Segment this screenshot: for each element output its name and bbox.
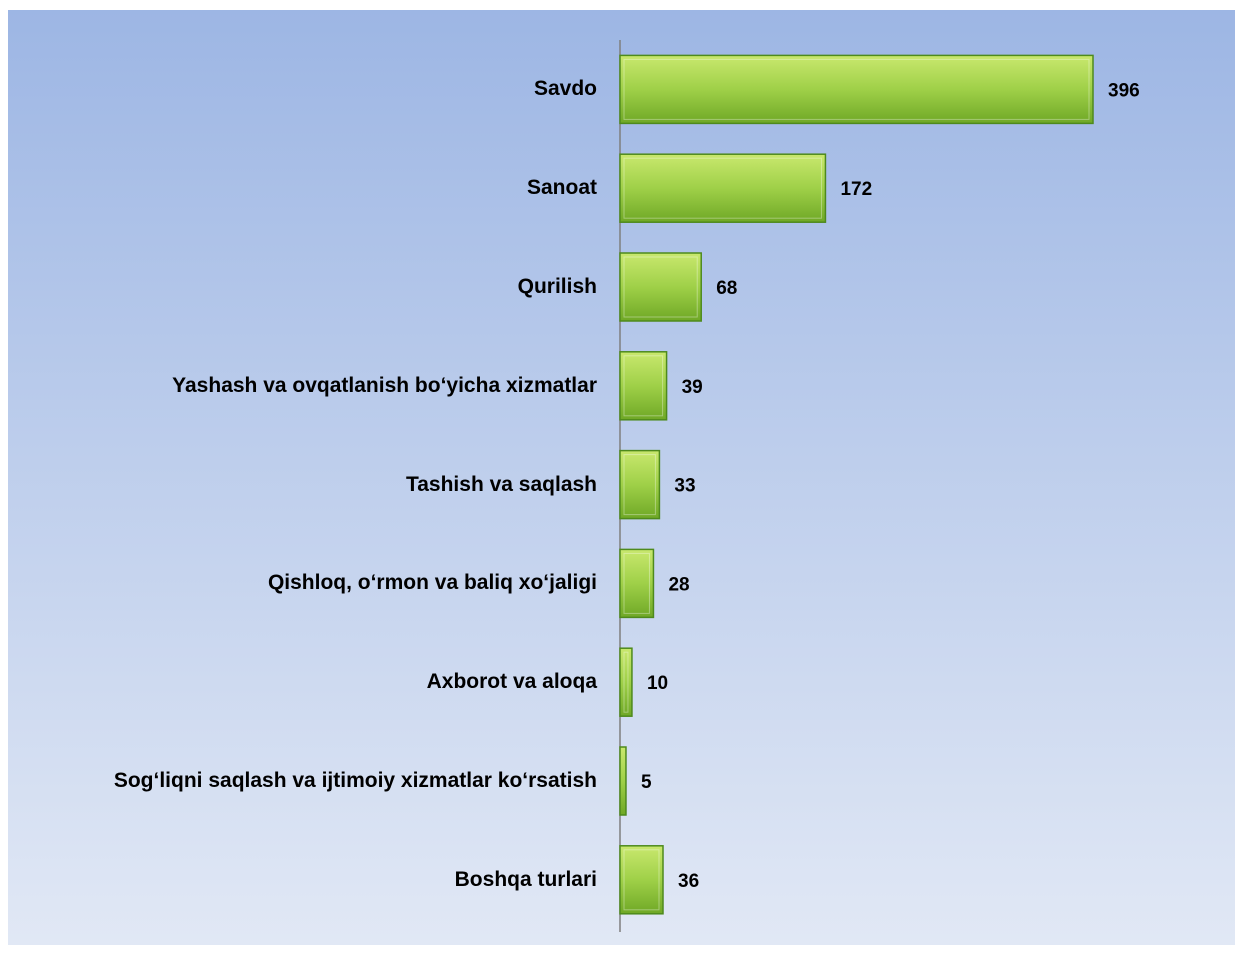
bar (619, 845, 664, 915)
bar (619, 746, 627, 816)
category-label-box: Sog‘liqni saqlash va ijtimoiy xizmatlar … (20, 736, 597, 826)
bar-bevel (623, 454, 656, 516)
category-label-box: Axborot va aloqa (20, 637, 597, 727)
value-label: 396 (1108, 80, 1140, 101)
category-label: Axborot va aloqa (426, 670, 597, 694)
bar-bevel (623, 552, 650, 614)
category-label: Yashash va ovqatlanish bo‘yicha xizmatla… (172, 373, 597, 397)
bar-bevel (623, 157, 822, 219)
bar (619, 548, 655, 619)
bar-bevel (623, 58, 1090, 120)
bar-bevel (623, 256, 698, 318)
category-label: Qishloq, o‘rmon va baliq xo‘jaligi (267, 571, 597, 595)
category-label-box: Yashash va ovqatlanish bo‘yicha xizmatla… (20, 341, 597, 431)
category-label: Savdo (533, 77, 597, 101)
value-label: 172 (840, 179, 872, 200)
bar (619, 153, 827, 223)
category-label-box: Boshqa turlari (20, 835, 597, 925)
category-label-box: Qishloq, o‘rmon va baliq xo‘jaligi (20, 538, 597, 628)
value-label: 28 (668, 574, 689, 595)
bar-bevel (623, 849, 660, 911)
value-label: 10 (647, 673, 668, 694)
category-label: Tashish va saqlash (405, 472, 597, 496)
category-label: Qurilish (517, 275, 597, 298)
bar-bevel (623, 355, 664, 417)
value-label: 5 (641, 772, 652, 793)
category-label-box: Savdo (20, 44, 597, 134)
category-label: Sanoat (526, 176, 597, 200)
bar (619, 252, 702, 322)
category-label: Sog‘liqni saqlash va ijtimoiy xizmatlar … (113, 769, 597, 792)
value-label: 36 (678, 871, 699, 892)
bar-bevel (623, 651, 629, 713)
category-label-box: Sanoat (20, 143, 597, 233)
value-label: 33 (674, 476, 695, 497)
bar (619, 54, 1094, 125)
bar (619, 449, 661, 520)
bar (619, 647, 633, 717)
value-label: 68 (716, 278, 737, 299)
category-label-box: Qurilish (20, 242, 597, 332)
category-label: Boshqa turlari (454, 867, 597, 891)
category-label-box: Tashish va saqlash (20, 440, 597, 530)
value-label: 39 (682, 377, 703, 398)
bar (619, 351, 668, 421)
